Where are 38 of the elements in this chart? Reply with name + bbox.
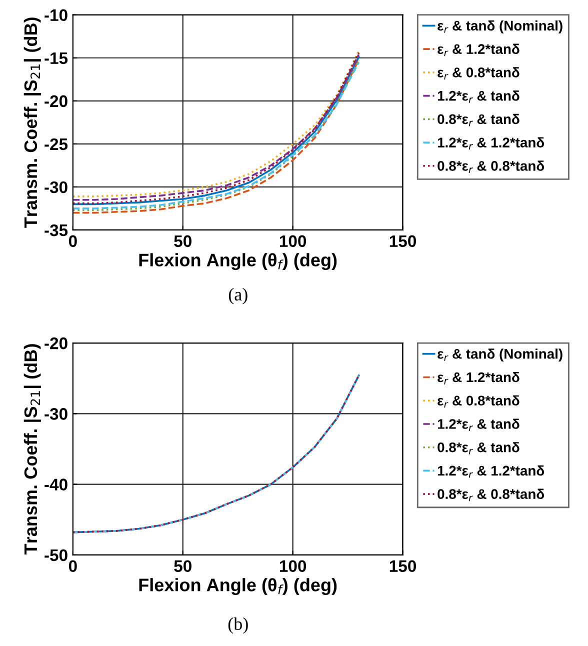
legend-label: ε$_{r}$ & 0.8*tanδ (438, 67, 520, 80)
x-tick-label: 0 (68, 235, 77, 248)
y-tick-label: -20 (44, 95, 68, 108)
legend-label: ε$_{r}$ & 0.8*tanδ (438, 395, 520, 408)
legend-label: 0.8*ε$_{r}$ & 0.8*tanδ (438, 488, 544, 502)
legend-label: 0.8*ε$_{r}$ & tanδ (438, 114, 520, 126)
x-tick-label: 100 (280, 235, 306, 248)
y-tick-label: -10 (44, 9, 68, 22)
y-tick-label: -35 (44, 224, 68, 236)
y-tick-label: -20 (44, 337, 68, 350)
y-tick-label: -50 (44, 549, 68, 562)
y-tick-label: -15 (44, 52, 68, 64)
y-tick-label: -30 (44, 181, 68, 194)
x-tick-label: 0 (68, 560, 77, 572)
legend-label: ε$_{r}$ & tanδ (Nominal) (438, 20, 562, 34)
text: (b) (228, 617, 248, 634)
x-axis-title: Flexion Angle (θ$_{f}$) (deg) (139, 578, 337, 595)
y-tick-label: -25 (44, 138, 68, 150)
x-tick-label: 50 (174, 560, 192, 572)
legend-label: 1.2*ε$_{r}$ & tanδ (438, 90, 520, 103)
legend-label: 1.2*ε$_{r}$ & tanδ (438, 418, 520, 432)
legend-label: 0.8*ε$_{r}$ & tanδ (438, 442, 520, 454)
legend-label: ε$_{r}$ & 1.2*tanδ (438, 44, 520, 56)
text: (a) (228, 288, 248, 304)
legend-label: ε$_{r}$ & 1.2*tanδ (438, 372, 520, 384)
legend-label: ε$_{r}$ & tanδ (Nominal) (438, 348, 562, 362)
x-tick-label: 150 (390, 560, 416, 572)
legend-label: 1.2*ε$_{r}$ & 1.2*tanδ (438, 465, 544, 478)
x-tick-label: 100 (280, 560, 306, 572)
y-tick-label: -40 (44, 478, 68, 490)
x-tick-label: 50 (174, 235, 192, 248)
y-tick-label: -30 (44, 408, 68, 420)
y-axis-title: Transm. Coeff. |S$_{21}$| (dB) (24, 344, 41, 554)
x-tick-label: 150 (390, 235, 416, 248)
y-axis-title: Transm. Coeff. |S$_{21}$| (dB) (24, 18, 41, 228)
legend-label: 1.2*ε$_{r}$ & 1.2*tanδ (438, 137, 544, 150)
legend-label: 0.8*ε$_{r}$ & 0.8*tanδ (438, 160, 544, 173)
x-axis-title: Flexion Angle (θ$_{f}$) (deg) (139, 253, 337, 270)
